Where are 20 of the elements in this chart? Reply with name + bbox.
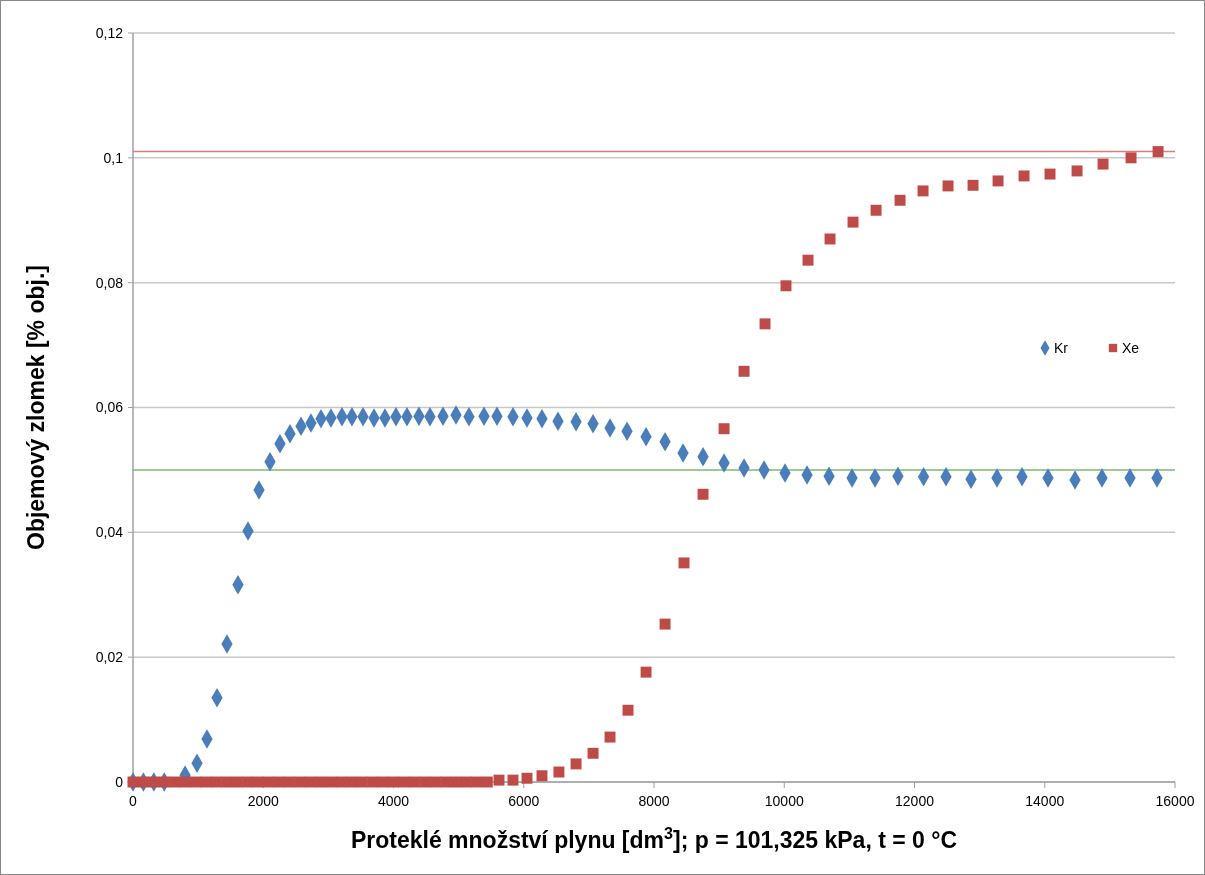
y-axis-title: Objemový zlomek [% obj.] — [23, 265, 49, 550]
x-tick-label: 10000 — [764, 793, 804, 809]
x-tick-label: 8000 — [638, 793, 670, 809]
y-tick-label: 0,08 — [95, 274, 124, 291]
x-tick-label: 14000 — [1025, 793, 1065, 809]
y-tick-label: 0,02 — [95, 649, 124, 666]
legend-label: Kr — [1054, 339, 1069, 356]
x-tick-label: 4000 — [377, 793, 410, 809]
y-tick-label: 0,12 — [95, 24, 124, 41]
y-tick-label: 0,06 — [95, 399, 124, 416]
legend-label: Xe — [1122, 339, 1140, 356]
x-tick-label: 12000 — [895, 793, 935, 809]
x-tick-label: 2000 — [247, 793, 280, 809]
y-tick-label: 0 — [115, 773, 124, 790]
x-tick-label: 0 — [129, 793, 138, 809]
y-tick-label: 0,1 — [103, 149, 124, 166]
x-tick-label: 16000 — [1155, 793, 1195, 809]
x-axis-title: Proteklé množství plynu [dm$^{3}$]; p = 101,325 kPa, t = 0 °C — [350, 824, 958, 853]
y-tick-label: 0,04 — [95, 524, 124, 541]
x-tick-label: 6000 — [508, 793, 540, 809]
